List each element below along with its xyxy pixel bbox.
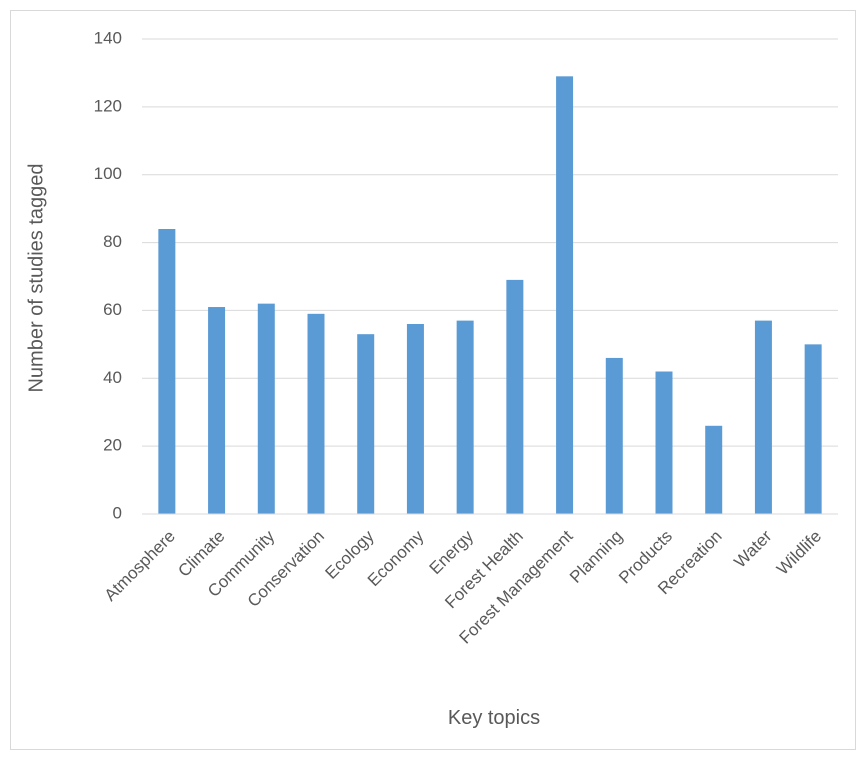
gridlines xyxy=(142,38,838,447)
y-axis-title: Number of studies tagged xyxy=(25,163,47,392)
x-axis-title: Key topics xyxy=(448,707,540,729)
bar-forest-health xyxy=(506,279,524,514)
x-tick-label: Wildlife xyxy=(773,527,825,579)
y-tick-label: 0 xyxy=(113,503,122,522)
bar-energy xyxy=(456,320,474,514)
y-tick-label: 120 xyxy=(94,96,122,115)
bars xyxy=(158,76,822,515)
bar-atmosphere xyxy=(158,229,176,514)
bar-wildlife xyxy=(804,344,822,514)
bar-products xyxy=(655,371,673,514)
y-tick-label: 100 xyxy=(94,164,122,183)
y-axis-tick-labels: 0 20 40 60 80 100 120 140 xyxy=(94,28,122,522)
y-tick-label: 140 xyxy=(94,28,122,47)
bar-community xyxy=(257,303,275,514)
x-tick-label: Water xyxy=(730,526,775,571)
bar-planning xyxy=(605,357,623,514)
bar-water xyxy=(754,320,772,514)
x-tick-label: Planning xyxy=(566,527,626,587)
bar-climate xyxy=(208,307,226,514)
x-tick-label: Atmosphere xyxy=(101,527,179,605)
bar-ecology xyxy=(357,334,375,514)
y-tick-label: 80 xyxy=(103,232,122,251)
bar-conservation xyxy=(307,313,325,514)
y-tick-label: 40 xyxy=(103,368,122,387)
y-tick-label: 60 xyxy=(103,300,122,319)
bar-recreation xyxy=(705,425,723,514)
y-tick-label: 20 xyxy=(103,436,122,455)
bar-economy xyxy=(406,324,424,514)
x-axis-tick-labels: AtmosphereClimateCommunityConservationEc… xyxy=(101,526,826,647)
bar-forest-management xyxy=(556,76,574,515)
chart-frame xyxy=(10,10,856,750)
